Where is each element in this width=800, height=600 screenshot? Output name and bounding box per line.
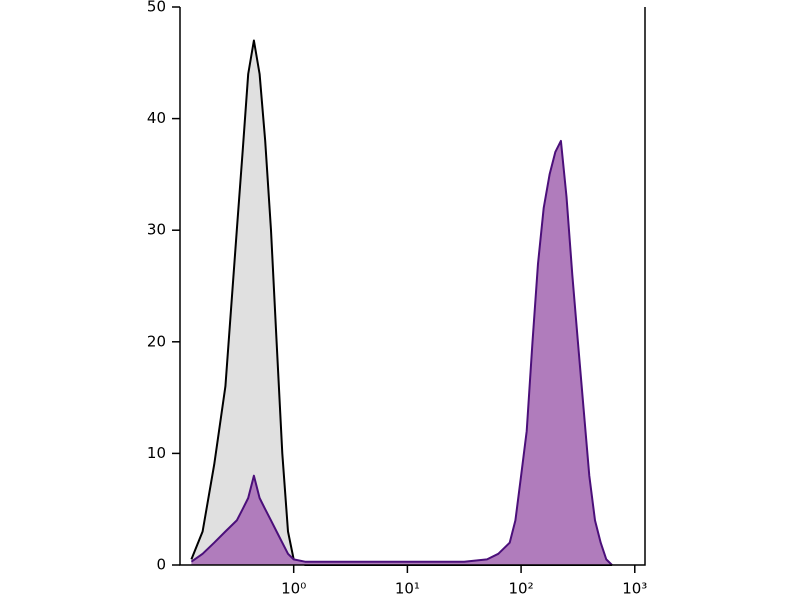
y-tick-label: 40	[147, 109, 166, 127]
x-tick-label: 10¹	[395, 580, 420, 598]
x-tick-label: 10⁰	[281, 580, 306, 598]
plot-area	[190, 39, 613, 566]
axis-frame	[179, 7, 646, 566]
series-line	[190, 139, 613, 566]
y-tick-label: 30	[147, 221, 166, 239]
y-tick-label: 0	[156, 556, 166, 574]
y-tick-label: 20	[147, 332, 166, 350]
x-tick-label: 10²	[509, 580, 534, 598]
y-tick-label: 50	[147, 0, 166, 16]
area-fill	[191, 140, 612, 565]
x-tick-label: 10³	[622, 580, 647, 598]
area-fill	[191, 40, 612, 565]
y-tick-label: 10	[147, 444, 166, 462]
